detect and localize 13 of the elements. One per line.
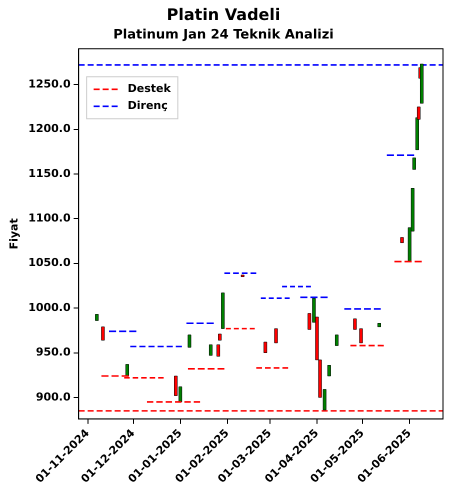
y-tick-label: 1250.0: [28, 77, 71, 90]
y-tick-label: 1100.0: [28, 212, 71, 225]
y-tick-label: 950.0: [36, 346, 71, 359]
y-tick-label: 1200.0: [28, 122, 71, 136]
legend-label: Destek: [128, 82, 172, 96]
y-axis-title: Fiyat: [7, 218, 20, 250]
y-tick-label: 1050.0: [28, 256, 71, 270]
y-tick-label: 900.0: [36, 390, 71, 404]
chart-title: Platin Vadeli: [166, 4, 280, 24]
legend-label: Direnç: [128, 99, 168, 112]
y-tick-label: 1150.0: [28, 166, 71, 180]
y-tick-label: 1000.0: [28, 300, 71, 314]
chart-subtitle: Platinum Jan 24 Teknik Analizi: [113, 27, 334, 42]
